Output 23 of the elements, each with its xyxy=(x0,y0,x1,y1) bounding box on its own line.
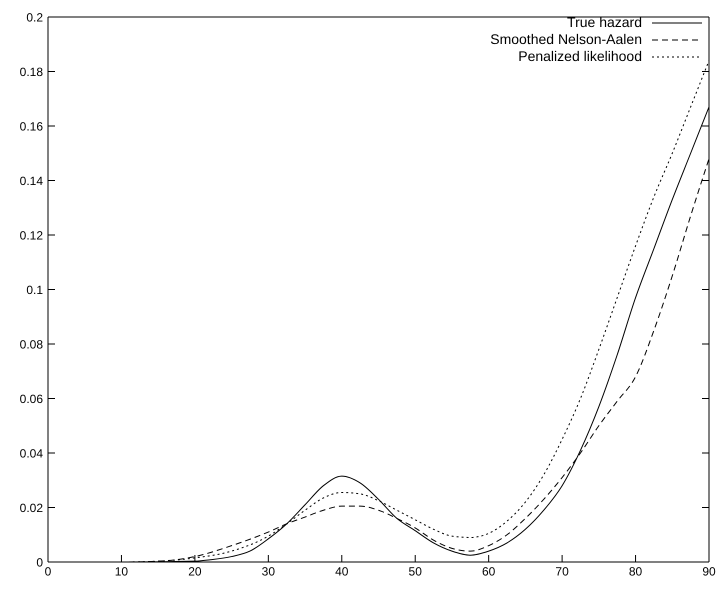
x-tick-label: 60 xyxy=(482,564,496,579)
y-tick-label: 0.16 xyxy=(20,119,44,134)
y-tick-label: 0.18 xyxy=(20,64,44,79)
x-tick-label: 50 xyxy=(408,564,422,579)
x-tick-label: 70 xyxy=(555,564,570,579)
y-tick-label: 0.2 xyxy=(26,10,44,24)
legend-label: True hazard xyxy=(567,14,642,31)
y-tick-label: 0.06 xyxy=(20,392,44,406)
legend-label: Penalized likelihood xyxy=(518,48,642,65)
y-tick-label: 0.14 xyxy=(20,174,44,188)
y-tick-label: 0.02 xyxy=(20,500,44,515)
x-tick-label: 10 xyxy=(114,564,128,579)
legend-label: Smoothed Nelson-Aalen xyxy=(490,31,642,48)
y-tick-label: 0 xyxy=(36,555,44,570)
y-tick-label: 0.12 xyxy=(20,228,44,242)
y-tick-label: 0.08 xyxy=(20,337,44,352)
x-tick-label: 30 xyxy=(262,564,276,579)
x-tick-label: 20 xyxy=(188,564,202,579)
x-tick-label: 40 xyxy=(335,564,349,579)
y-tick-label: 0.1 xyxy=(26,282,44,297)
x-tick-label: 80 xyxy=(628,564,643,579)
x-tick-label: 90 xyxy=(702,564,716,579)
y-tick-label: 0.04 xyxy=(20,446,44,460)
